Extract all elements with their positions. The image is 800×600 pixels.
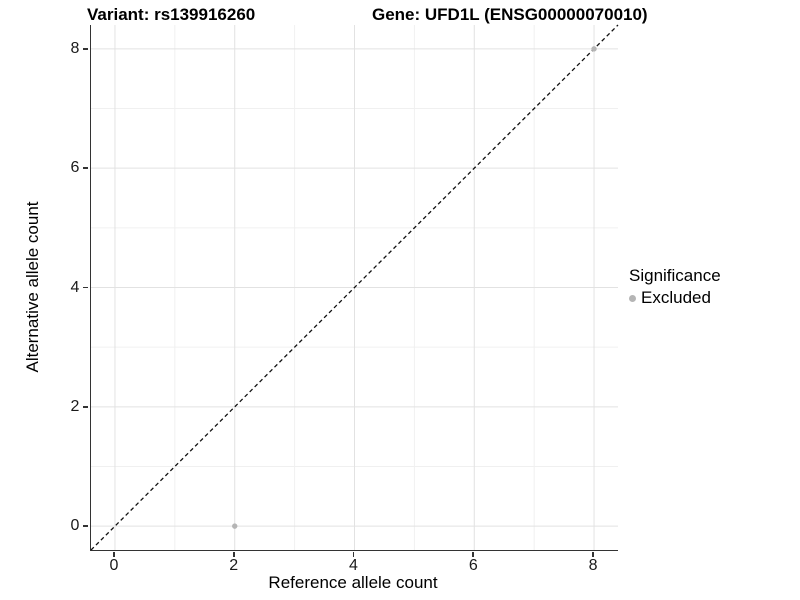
y-tick-label: 2 [70,397,80,415]
legend-title: Significance [629,266,721,285]
y-tick-mark [83,48,89,50]
x-tick-mark [113,551,115,557]
identity-dashed-line [90,24,619,551]
plot-panel [90,24,619,551]
scatter-plot-canvas [90,24,619,551]
x-tick-label: 8 [588,557,598,574]
y-tick-mark [83,167,89,169]
data-point [591,46,597,52]
legend-point-icon [629,294,636,302]
legend: Significance Excluded [629,266,721,308]
plot-title-variant: Variant: rs139916260 [87,5,256,24]
x-tick-label: 0 [109,557,119,574]
legend-item-label: Excluded [641,288,711,307]
x-tick-mark [232,551,235,557]
y-tick-mark [83,525,89,527]
y-tick-label: 8 [70,39,80,57]
y-tick-label: 6 [70,159,80,177]
data-points [232,46,597,529]
x-tick-label: 4 [349,557,358,574]
y-axis-title: Alternative allele count [23,201,42,373]
y-tick-mark [83,406,89,408]
x-tick-label: 6 [468,557,478,574]
x-tick-mark [352,551,355,557]
x-tick-label: 2 [229,557,239,574]
x-tick-mark [592,551,594,557]
major-gridlines [91,25,618,550]
y-tick-label: 4 [70,278,80,296]
data-point [232,523,238,529]
plot-title-gene: Gene: UFD1L (ENSG00000070010) [372,5,648,24]
x-axis-title: Reference allele count [268,573,438,592]
y-tick-label: 0 [70,517,80,535]
x-tick-mark [472,551,475,557]
legend-item: Excluded [629,288,721,308]
y-tick-mark [83,286,89,289]
legend-items: Excluded [629,288,721,308]
